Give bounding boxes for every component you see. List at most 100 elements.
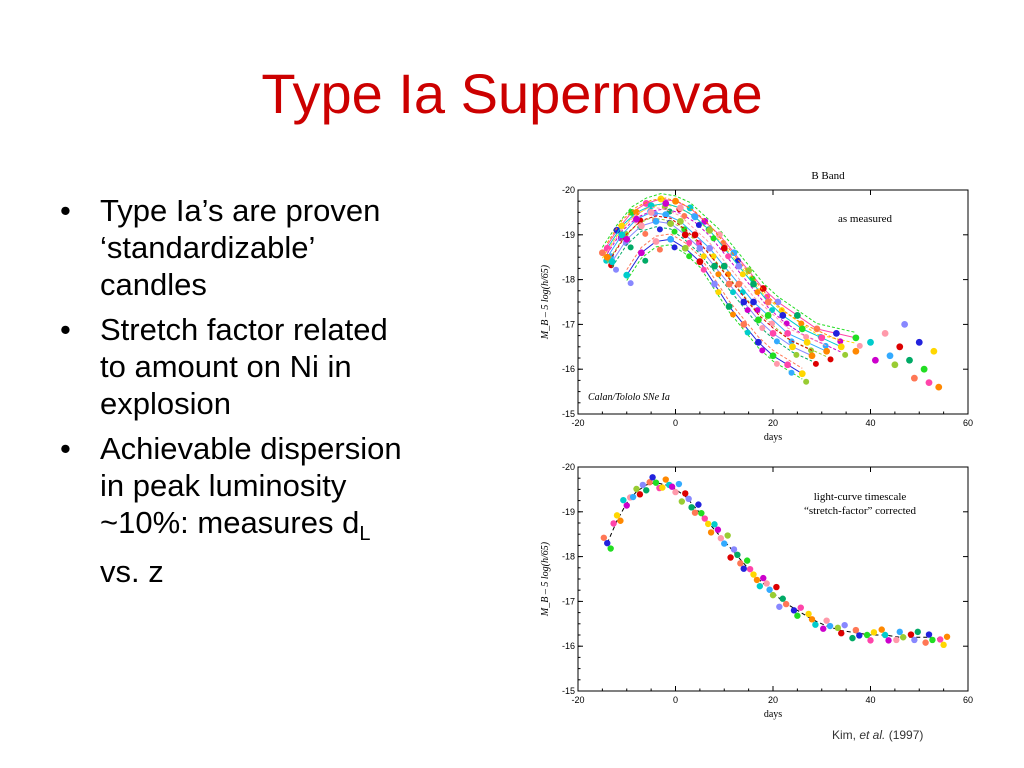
data-point [837,343,845,351]
data-point [910,374,918,382]
data-point [639,481,647,489]
data-point [925,379,933,387]
y-tick-label: -15 [562,409,575,419]
data-point [717,535,725,542]
data-point [695,221,702,228]
data-point [691,213,699,221]
data-point [805,610,812,618]
data-point [707,529,715,536]
data-point [681,231,689,239]
data-point [600,534,608,541]
data-point [720,262,728,270]
data-point [754,289,761,296]
data-point [730,289,737,296]
x-axis-label: days [764,709,782,720]
data-point [852,626,860,634]
data-point [871,356,879,364]
data-point [613,266,620,273]
data-point [659,484,666,491]
light-curve-chart-measured: -20 0 20 40 60 -20 -19 -18 -17 -16 -15 days M_B – 5 … [540,170,973,443]
data-point [740,298,748,306]
series-line [606,206,827,347]
data-point [646,479,653,486]
data-point [675,480,683,488]
data-point [750,280,757,288]
data-point [798,370,806,378]
data-point [823,347,831,355]
bullet-text-after: vs. z [100,554,164,589]
data-point [764,293,771,300]
data-point [701,217,709,225]
data-point [633,215,640,223]
data-point [778,307,785,314]
data-point [744,307,751,314]
data-point [667,220,675,227]
y-tick-label: -19 [562,507,575,517]
data-point [863,631,871,639]
data-point [671,244,678,251]
data-point [642,257,649,264]
data-point [769,320,776,327]
y-axis-label: M_B – 5 log(h/65) [540,264,551,340]
data-point [636,491,644,498]
data-point [901,321,909,328]
data-point [720,239,727,246]
data-point [715,289,722,296]
data-point [759,347,766,354]
data-point [715,231,723,239]
data-point [886,352,894,360]
series-line [601,203,856,344]
x-tick-label: 40 [865,695,875,705]
data-point [603,244,611,252]
x-tick-label: 60 [963,695,973,705]
data-point [790,607,798,614]
data-point [701,515,708,522]
data-point [823,617,830,624]
data-point [696,258,704,266]
data-point [769,329,777,337]
y-tick-label: -17 [562,596,575,606]
data-point [907,631,915,638]
data-point [788,338,795,345]
data-point [750,571,757,578]
series-line [626,233,803,369]
data-point [725,253,732,260]
data-point [623,271,631,279]
data-point [649,474,656,481]
data-point [734,551,741,559]
data-point [763,580,770,587]
credit-author: Kim, [832,728,860,742]
data-point [766,586,773,593]
credit-citation: Kim, et al. (1997) [832,728,923,742]
data-point [940,641,947,649]
data-point [740,565,747,572]
data-point [937,636,944,643]
series-line [611,220,813,357]
data-point [793,351,800,358]
data-point [803,378,810,385]
data-point [682,490,689,497]
data-point [672,488,679,496]
credit-year: (1997) [885,728,924,742]
data-point [812,621,819,628]
chart-annotation: as measured [838,213,893,225]
data-point [734,257,741,264]
y-tick-label: -17 [562,319,575,329]
bullet-list: • Type Ia’s are proven ‘standardizable’ … [56,192,496,598]
data-point [852,334,860,342]
data-point [643,487,650,494]
data-point [704,520,712,528]
data-point [700,266,707,273]
data-point [652,217,660,225]
data-point [759,324,766,331]
data-point [852,347,860,355]
credit-etal: et al. [859,728,886,742]
bullet-text: Type Ia’s are proven ‘standardizable’ ca… [100,193,381,302]
data-point [760,574,767,582]
chart-annotation: light-curve timescale [814,491,907,503]
data-point [896,343,904,351]
data-point [715,271,722,278]
data-point [613,512,621,519]
bullet-dot: • [60,431,71,466]
data-point [623,235,631,243]
